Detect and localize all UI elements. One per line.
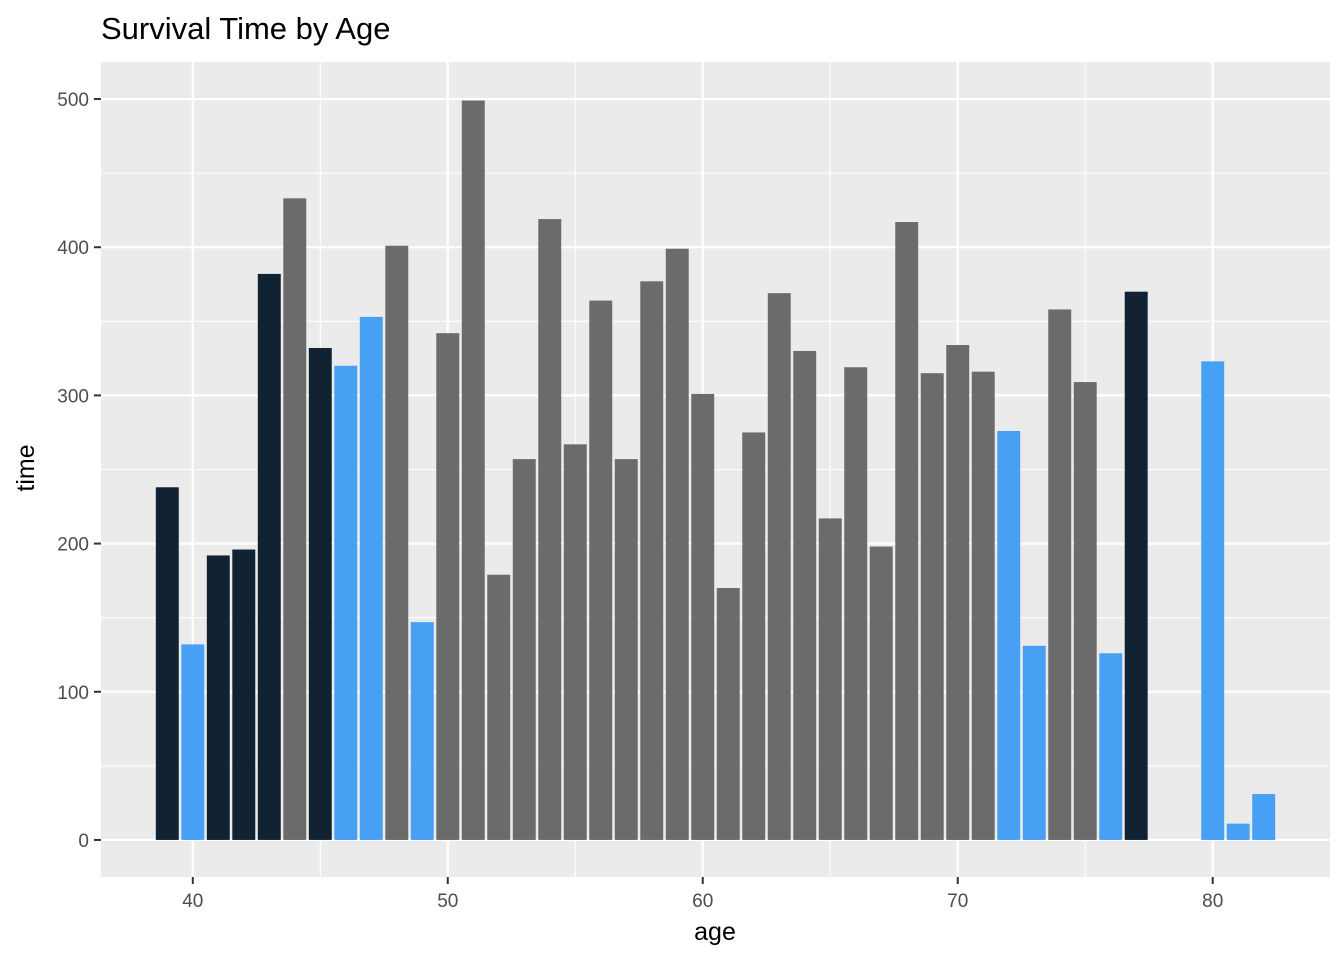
bar-age-64 xyxy=(793,350,817,840)
bar-age-58 xyxy=(640,281,664,840)
bar-age-47 xyxy=(359,316,383,840)
bar-age-49 xyxy=(410,622,434,840)
bar-age-55 xyxy=(563,444,587,840)
bar-age-46 xyxy=(334,365,358,840)
bar-age-53 xyxy=(512,459,536,840)
bar-age-48 xyxy=(385,245,409,840)
bar-age-73 xyxy=(1022,645,1046,840)
chart-title: Survival Time by Age xyxy=(101,11,390,46)
bar-age-56 xyxy=(589,300,613,840)
bar-age-59 xyxy=(665,248,689,840)
bar-age-57 xyxy=(614,459,638,840)
y-tick-label: 300 xyxy=(57,386,89,407)
bar-age-51 xyxy=(461,100,485,840)
y-tick-label: 200 xyxy=(57,535,89,556)
x-tick-label: 70 xyxy=(947,891,968,912)
bar-age-50 xyxy=(436,333,460,840)
bar-age-75 xyxy=(1073,382,1097,840)
bar-age-60 xyxy=(691,393,715,840)
bar-age-43 xyxy=(257,273,281,840)
bar-age-62 xyxy=(742,432,766,840)
y-axis: 0 100 200 300 400 500 xyxy=(57,90,101,852)
y-tick-label: 0 xyxy=(78,831,89,852)
bar-age-81 xyxy=(1226,823,1250,840)
bar-age-63 xyxy=(767,293,791,840)
bar-age-67 xyxy=(869,546,893,840)
bar-age-68 xyxy=(895,222,919,840)
x-tick-label: 40 xyxy=(182,891,203,912)
bar-age-69 xyxy=(920,373,944,840)
bar-age-45 xyxy=(308,347,332,840)
bar-age-42 xyxy=(232,549,256,840)
bar-age-39 xyxy=(155,487,179,840)
bar-age-80 xyxy=(1201,361,1225,840)
bar-age-44 xyxy=(283,198,307,840)
bar-age-41 xyxy=(206,555,230,840)
x-tick-label: 80 xyxy=(1202,891,1223,912)
bar-age-82 xyxy=(1252,794,1276,840)
bar-age-76 xyxy=(1099,653,1123,840)
bar-age-70 xyxy=(946,345,970,840)
bar-age-40 xyxy=(181,644,205,840)
bar-age-66 xyxy=(844,367,868,840)
bar-age-52 xyxy=(487,574,511,840)
bar-age-77 xyxy=(1124,291,1148,840)
bar-age-72 xyxy=(997,430,1021,840)
bar-age-54 xyxy=(538,219,562,840)
y-tick-label: 500 xyxy=(57,90,89,111)
x-tick-label: 60 xyxy=(692,891,713,912)
bar-age-61 xyxy=(716,588,740,840)
bar-age-65 xyxy=(818,518,842,840)
y-tick-label: 100 xyxy=(57,683,89,704)
bar-age-71 xyxy=(971,371,995,840)
x-axis: 40 50 60 70 80 xyxy=(182,877,1223,912)
bars xyxy=(155,100,1276,840)
x-tick-label: 50 xyxy=(437,891,458,912)
y-axis-title: time xyxy=(12,444,40,491)
x-axis-title: age xyxy=(694,918,736,946)
bar-age-74 xyxy=(1048,309,1072,840)
y-tick-label: 400 xyxy=(57,238,89,259)
